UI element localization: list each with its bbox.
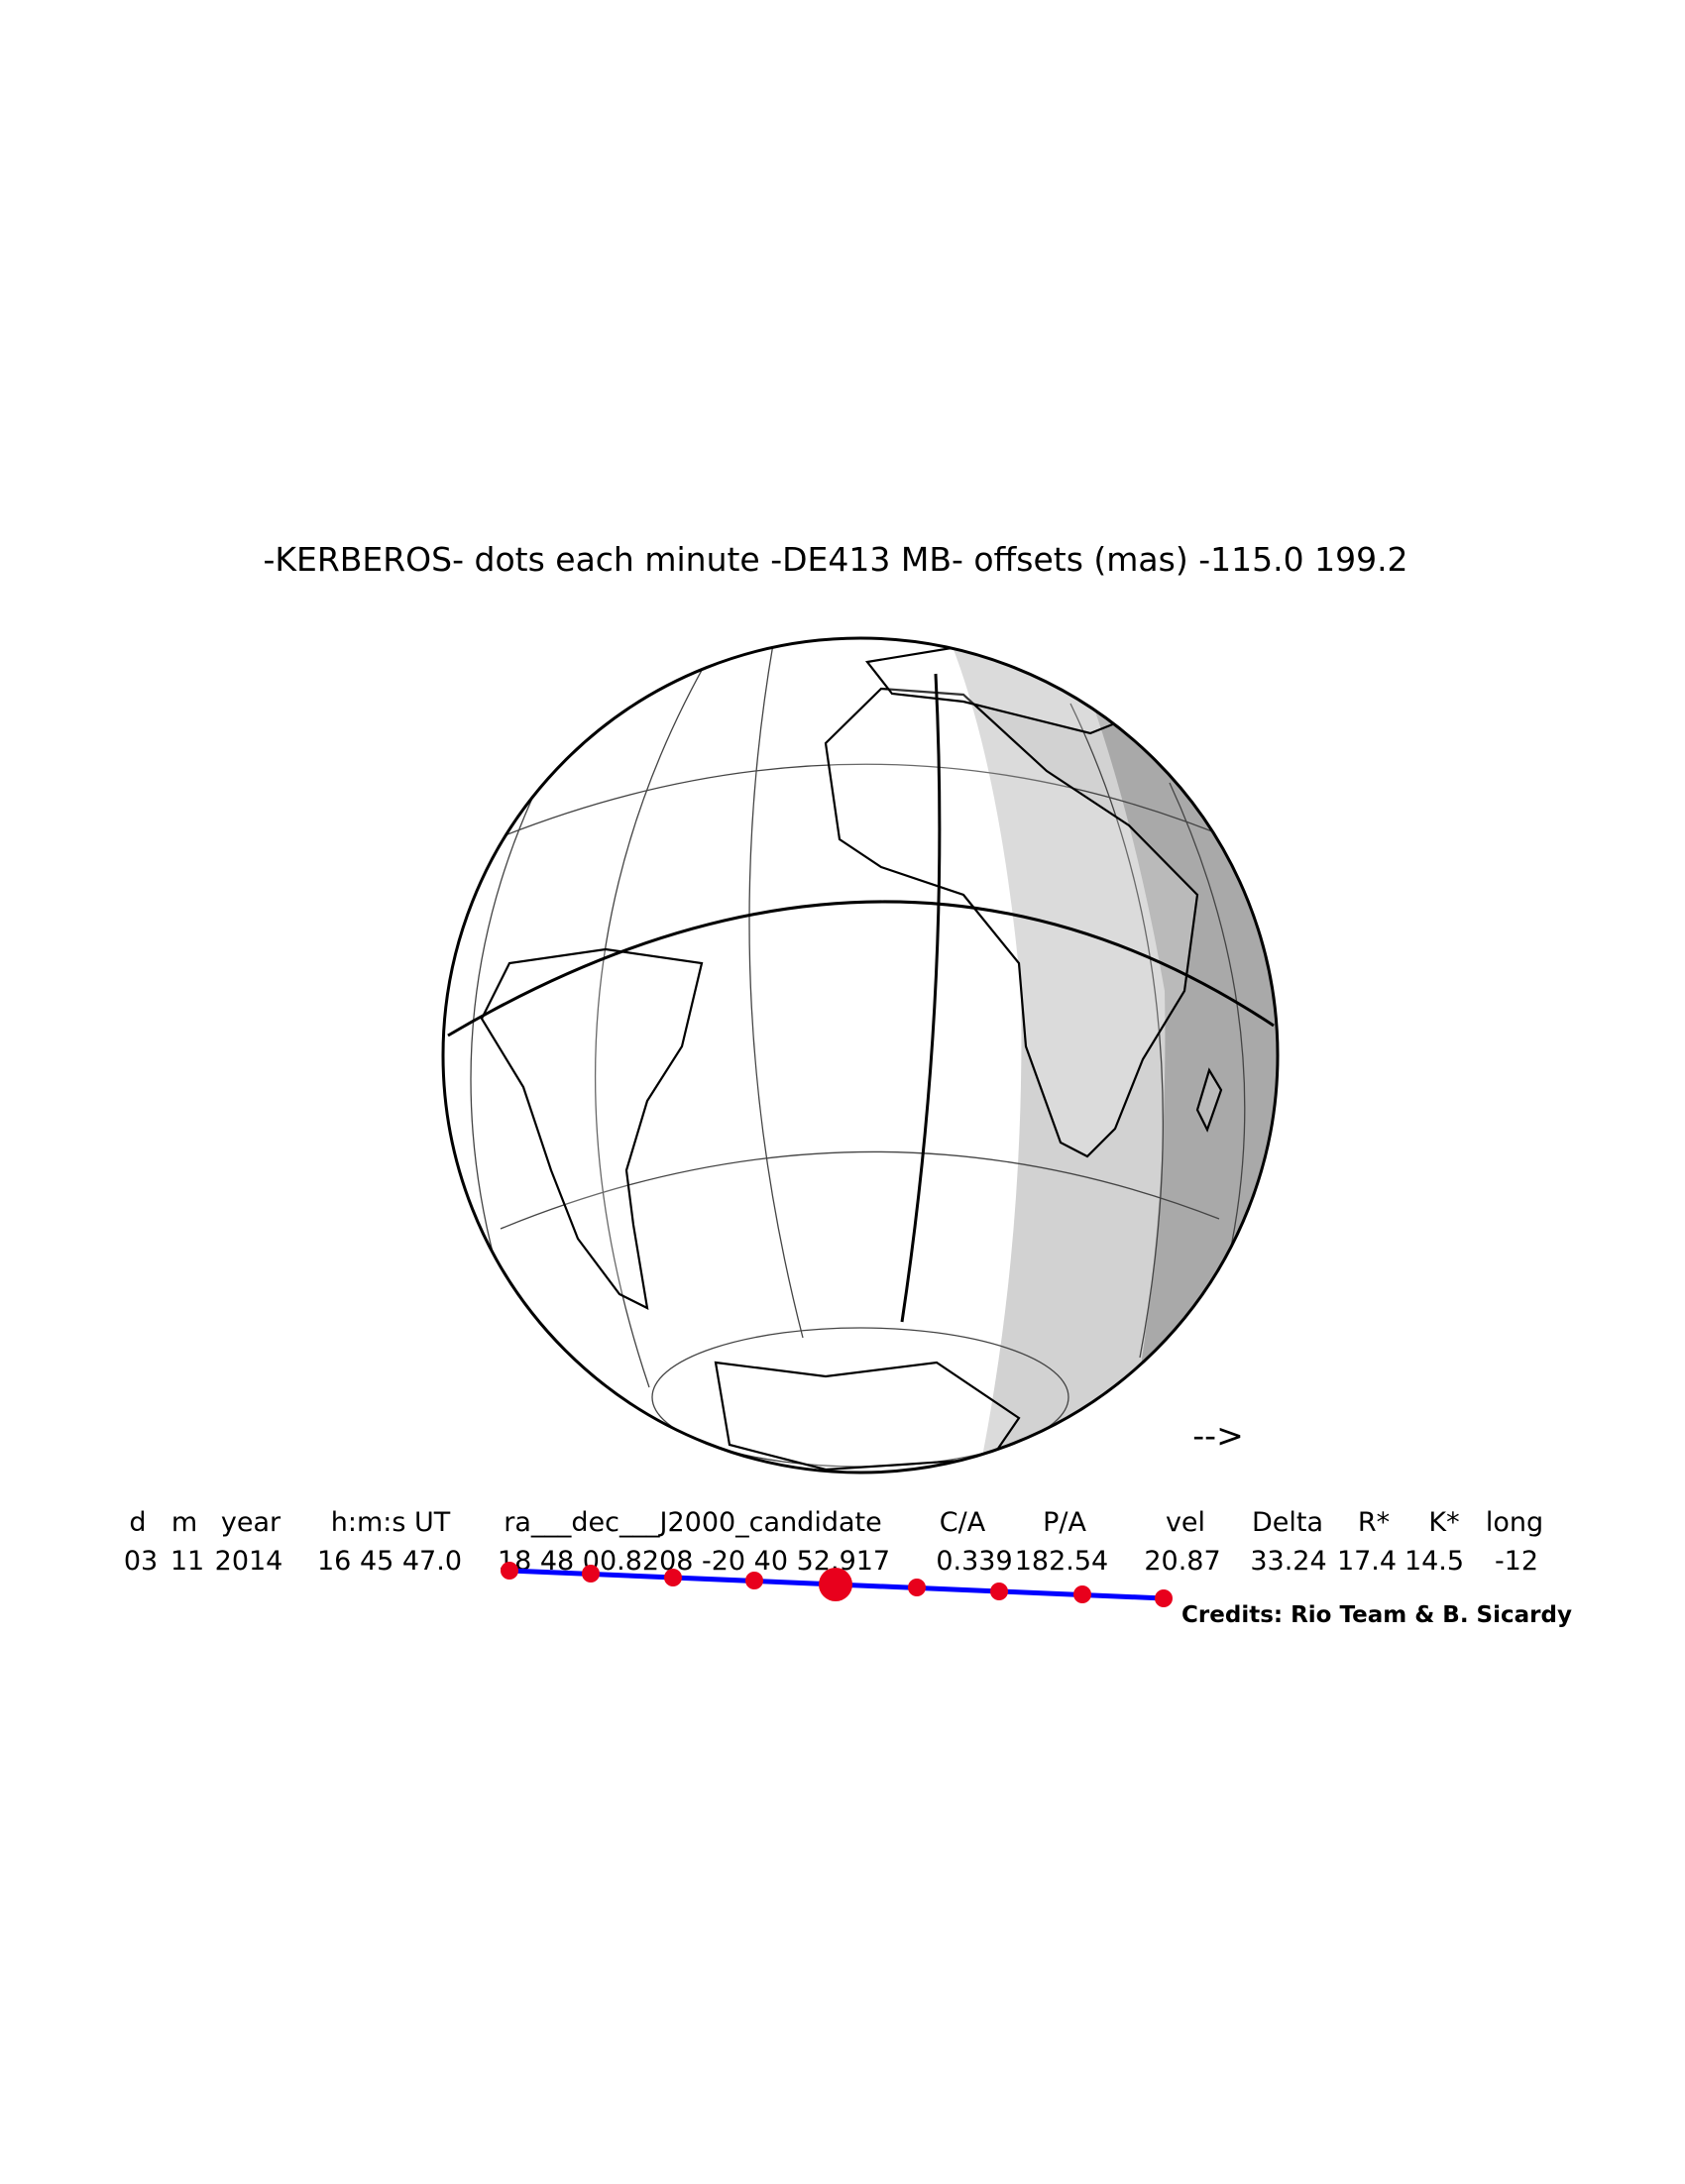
- shadow-track: [501, 1562, 1173, 1607]
- table-cell: 0.339: [936, 1546, 1012, 1577]
- table-header: P/A: [1043, 1507, 1086, 1538]
- parameter-table: d m year h:m:s UT ra___dec___J2000_candidate…: [124, 1507, 1543, 1577]
- table-cell: 03: [124, 1546, 158, 1577]
- table-header: R*: [1358, 1507, 1390, 1538]
- central-meridian: [900, 673, 942, 1323]
- equator: [447, 900, 1275, 1037]
- table-cell: 14.5: [1404, 1546, 1464, 1577]
- table-header: m: [171, 1507, 197, 1538]
- title: -KERBEROS- dots each minute -DE413 MB- o…: [263, 540, 1407, 579]
- table-header: vel: [1166, 1507, 1205, 1538]
- globe: [441, 636, 1280, 1474]
- table-header: K*: [1428, 1507, 1459, 1538]
- table-cell: 182.54: [1015, 1546, 1108, 1577]
- table-header: Delta: [1252, 1507, 1323, 1538]
- direction-arrow: -->: [1192, 1416, 1243, 1455]
- table-cell: -12: [1495, 1546, 1538, 1577]
- credits: Credits: Rio Team & B. Sicardy: [1181, 1602, 1572, 1628]
- table-cell: 17.4: [1337, 1546, 1397, 1577]
- globe-limb: [441, 636, 1280, 1474]
- table-cell: 16 45 47.0: [317, 1546, 462, 1577]
- table-cell: 20.87: [1144, 1546, 1220, 1577]
- table-cell: 2014: [215, 1546, 283, 1577]
- table-header: d: [129, 1507, 146, 1538]
- table-header: year: [221, 1507, 281, 1538]
- table-cell: 33.24: [1250, 1546, 1326, 1577]
- minute-dots: [501, 1562, 1173, 1607]
- table-header: ra___dec___J2000_candidate: [504, 1507, 881, 1538]
- table-header: h:m:s UT: [331, 1507, 451, 1538]
- table-cell: 11: [170, 1546, 204, 1577]
- continents: [480, 644, 1223, 1472]
- table-header: C/A: [940, 1507, 986, 1538]
- table-header: long: [1486, 1507, 1543, 1538]
